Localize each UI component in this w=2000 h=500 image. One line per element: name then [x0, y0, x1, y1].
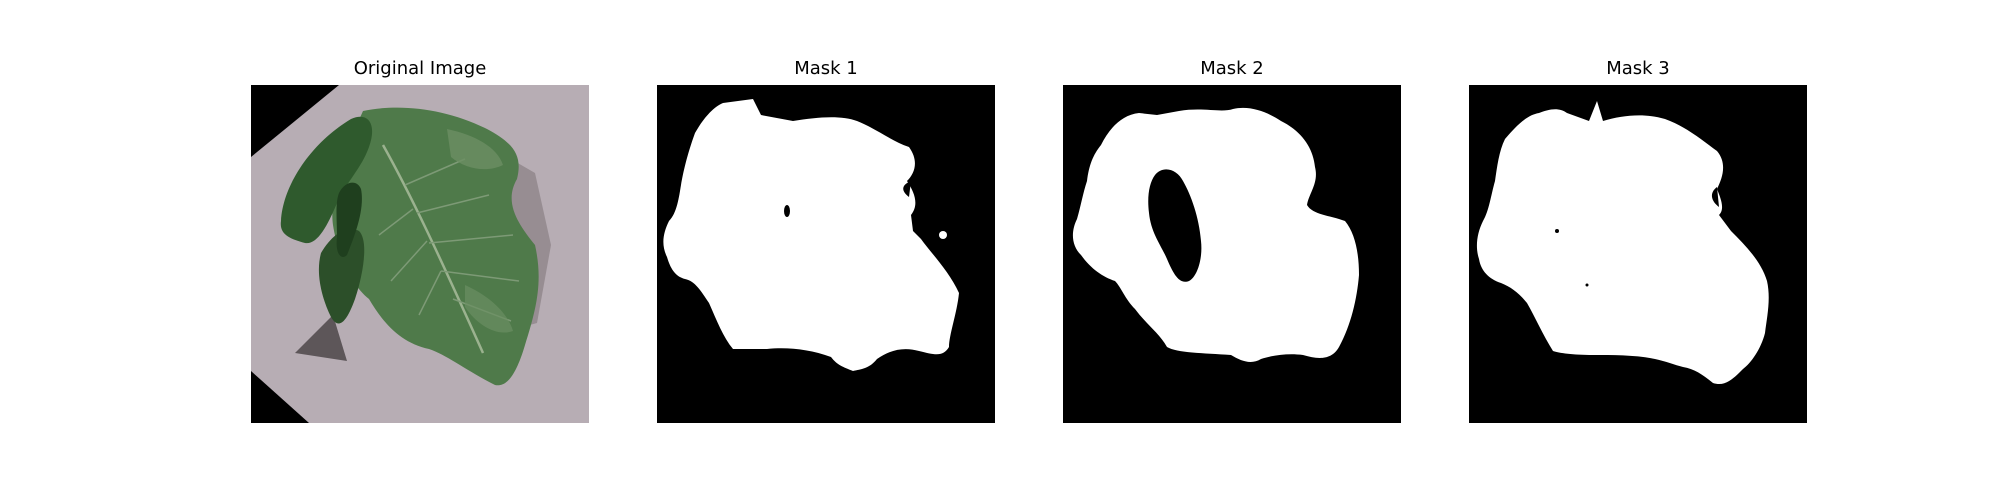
leaf-photo: [251, 85, 589, 423]
mask-2-image: [1063, 85, 1401, 423]
panel-original-image: Original Image: [251, 0, 589, 430]
mask-1: [657, 85, 995, 423]
mask-2: [1063, 85, 1401, 423]
mask-1-image: [657, 85, 995, 423]
panel-mask-2: Mask 2: [1063, 0, 1401, 430]
panel-title: Mask 2: [1200, 58, 1264, 79]
leaf-left: [280, 116, 373, 244]
mask-hole: [784, 205, 790, 217]
mask-hole: [1555, 229, 1559, 233]
leaf-bottom: [318, 229, 365, 324]
panel-title: Mask 3: [1606, 58, 1670, 79]
leaf-shadow: [295, 315, 347, 361]
leaf-midrib: [381, 144, 485, 354]
mask-3-image: [1469, 85, 1807, 423]
original-image: [251, 85, 589, 423]
panel-title: Mask 1: [794, 58, 858, 79]
mask-hole: [1148, 169, 1202, 282]
panel-mask-3: Mask 3: [1469, 0, 1807, 430]
panel-title: Original Image: [353, 58, 487, 79]
mask-region: [1476, 101, 1769, 385]
panel-mask-1: Mask 1: [657, 0, 995, 430]
mask-region: [1072, 107, 1359, 362]
mask-3: [1469, 85, 1807, 423]
mask-region: [663, 99, 959, 371]
